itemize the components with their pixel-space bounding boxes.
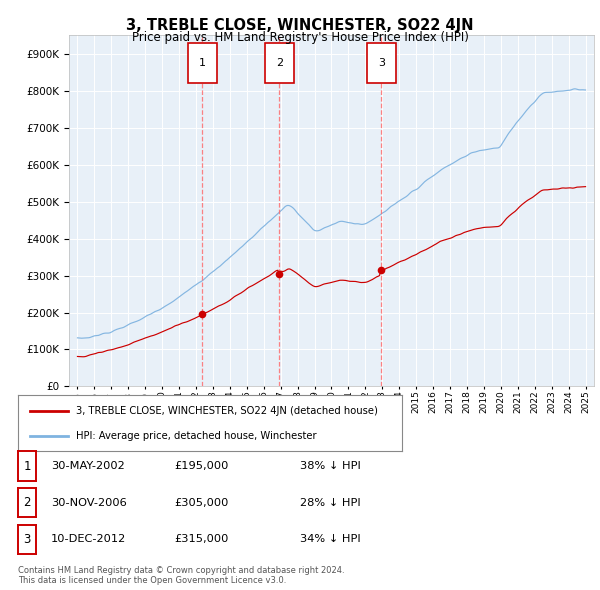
FancyBboxPatch shape — [265, 43, 294, 83]
Text: 30-NOV-2006: 30-NOV-2006 — [51, 498, 127, 507]
Text: 1: 1 — [23, 460, 31, 473]
Text: 28% ↓ HPI: 28% ↓ HPI — [300, 498, 361, 507]
Text: Contains HM Land Registry data © Crown copyright and database right 2024.
This d: Contains HM Land Registry data © Crown c… — [18, 566, 344, 585]
Text: 2: 2 — [276, 58, 283, 68]
Text: £305,000: £305,000 — [174, 498, 229, 507]
Text: HPI: Average price, detached house, Winchester: HPI: Average price, detached house, Winc… — [76, 431, 316, 441]
Text: 3: 3 — [23, 533, 31, 546]
Text: 10-DEC-2012: 10-DEC-2012 — [51, 535, 126, 544]
Text: 30-MAY-2002: 30-MAY-2002 — [51, 461, 125, 471]
Text: 3, TREBLE CLOSE, WINCHESTER, SO22 4JN: 3, TREBLE CLOSE, WINCHESTER, SO22 4JN — [126, 18, 474, 32]
Text: £195,000: £195,000 — [174, 461, 229, 471]
Text: Price paid vs. HM Land Registry's House Price Index (HPI): Price paid vs. HM Land Registry's House … — [131, 31, 469, 44]
Text: £315,000: £315,000 — [174, 535, 229, 544]
Text: 2: 2 — [23, 496, 31, 509]
Text: 34% ↓ HPI: 34% ↓ HPI — [300, 535, 361, 544]
FancyBboxPatch shape — [367, 43, 395, 83]
Text: 38% ↓ HPI: 38% ↓ HPI — [300, 461, 361, 471]
Text: 3: 3 — [378, 58, 385, 68]
Text: 3, TREBLE CLOSE, WINCHESTER, SO22 4JN (detached house): 3, TREBLE CLOSE, WINCHESTER, SO22 4JN (d… — [76, 406, 377, 416]
Text: 1: 1 — [199, 58, 206, 68]
FancyBboxPatch shape — [188, 43, 217, 83]
